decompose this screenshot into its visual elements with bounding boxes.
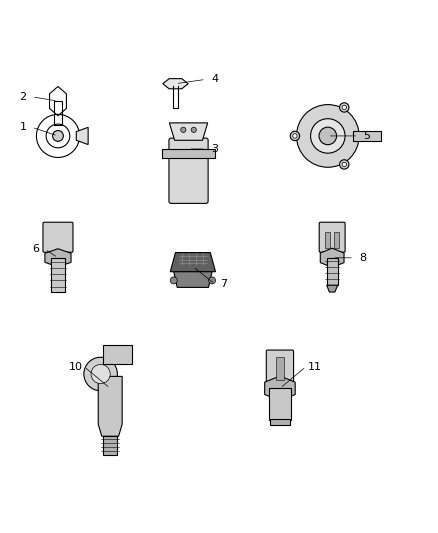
Polygon shape [76, 127, 88, 144]
Text: 4: 4 [211, 75, 218, 84]
Polygon shape [174, 272, 212, 287]
Circle shape [84, 357, 117, 391]
Text: 10: 10 [68, 361, 82, 372]
Text: 6: 6 [33, 244, 40, 254]
Circle shape [297, 104, 359, 167]
Circle shape [170, 277, 177, 284]
Bar [54, 101, 62, 125]
FancyBboxPatch shape [43, 222, 73, 252]
Polygon shape [103, 345, 132, 365]
Circle shape [290, 131, 300, 141]
Polygon shape [353, 131, 381, 141]
FancyBboxPatch shape [319, 222, 345, 252]
Text: 1: 1 [20, 122, 27, 132]
Text: 5: 5 [364, 131, 371, 141]
Text: 11: 11 [308, 361, 322, 372]
Text: 3: 3 [211, 144, 218, 154]
Bar [335, 232, 339, 248]
Bar [276, 357, 284, 379]
Circle shape [311, 119, 345, 153]
Bar [51, 258, 65, 292]
Bar [269, 389, 290, 420]
Text: 8: 8 [359, 253, 366, 263]
Circle shape [208, 277, 215, 284]
Bar [103, 436, 117, 455]
Circle shape [53, 131, 64, 141]
Bar [327, 258, 338, 285]
Circle shape [319, 127, 336, 144]
Polygon shape [170, 123, 208, 140]
Bar [162, 149, 215, 158]
Bar [270, 419, 290, 425]
Text: 7: 7 [220, 279, 227, 289]
Circle shape [91, 365, 110, 384]
Circle shape [191, 127, 196, 133]
Circle shape [181, 127, 186, 133]
Polygon shape [98, 376, 122, 436]
Circle shape [293, 134, 297, 138]
Polygon shape [327, 285, 338, 292]
Circle shape [342, 105, 346, 110]
Polygon shape [170, 253, 215, 272]
Circle shape [339, 103, 349, 112]
Circle shape [339, 160, 349, 169]
FancyBboxPatch shape [169, 138, 208, 204]
Bar [325, 232, 330, 248]
Polygon shape [320, 248, 344, 268]
FancyBboxPatch shape [266, 350, 293, 384]
Polygon shape [163, 79, 188, 89]
Circle shape [342, 162, 346, 167]
Text: 2: 2 [20, 92, 27, 102]
Polygon shape [45, 249, 71, 267]
Polygon shape [265, 376, 295, 401]
